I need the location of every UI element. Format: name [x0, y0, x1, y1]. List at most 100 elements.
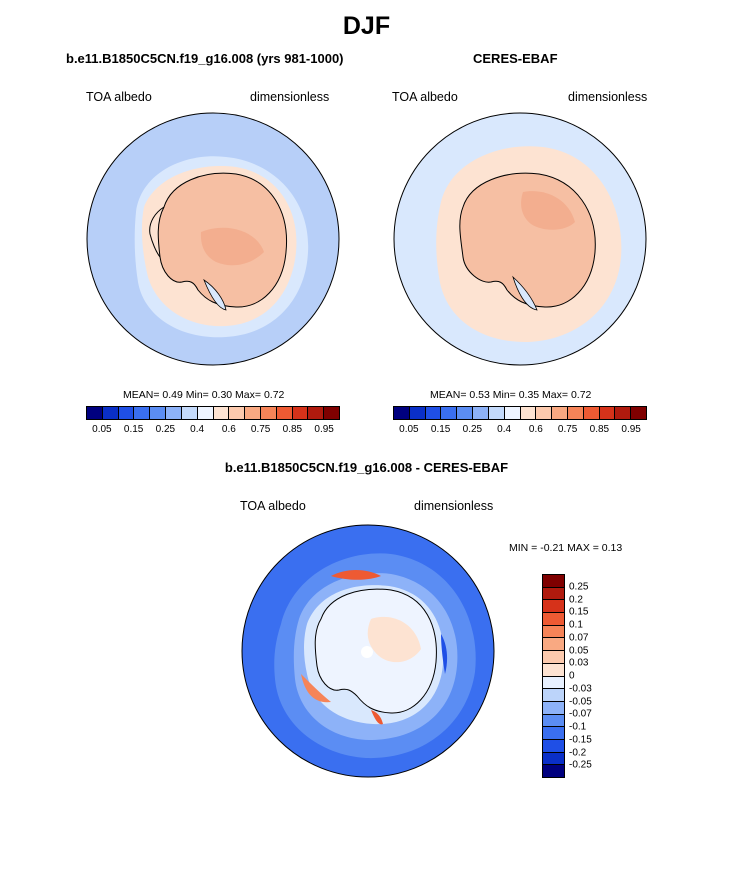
colorbar-swatch	[583, 407, 600, 419]
colorbar-swatch	[102, 407, 119, 419]
colorbar-swatch	[543, 727, 564, 740]
colorbar-swatch	[543, 739, 564, 753]
colorbar-swatch	[213, 407, 230, 419]
colorbar-tick-label: 0.2	[569, 594, 583, 605]
colorbar-tick-label: 0.25	[569, 581, 589, 593]
colorbar-swatch	[166, 407, 182, 419]
colorbar-swatch	[552, 407, 568, 419]
left-variable-label: TOA albedo	[86, 90, 152, 104]
colorbar-tick-label: 0.15	[123, 424, 144, 435]
right-colorbar-ticks: 0.05 0.15 0.25 0.4 0.6 0.75 0.85 0.95	[393, 424, 647, 438]
colorbar-tick-label: 0.85	[589, 424, 610, 435]
right-variable-label: TOA albedo	[392, 90, 458, 104]
diff-panel-title: b.e11.B1850C5CN.f19_g16.008 - CERES-EBAF	[224, 460, 509, 475]
colorbar-swatch	[543, 587, 564, 601]
colorbar-swatch	[543, 651, 564, 664]
colorbar-swatch	[197, 407, 214, 419]
colorbar-swatch	[409, 407, 426, 419]
colorbar-swatch	[520, 407, 537, 419]
right-colorbar	[393, 406, 647, 420]
left-polar-map	[86, 112, 340, 366]
colorbar-tick-label: 0.07	[569, 632, 589, 644]
colorbar-tick-label: 0.6	[221, 424, 236, 435]
colorbar-tick-label: 0.05	[92, 424, 112, 435]
colorbar-swatch	[276, 407, 293, 419]
colorbar-swatch	[543, 638, 564, 652]
colorbar-tick-label: 0.03	[569, 657, 589, 669]
right-panel-title: CERES-EBAF	[473, 51, 558, 66]
colorbar-tick-label: -0.05	[569, 696, 592, 707]
diff-units-label: dimensionless	[414, 499, 494, 513]
colorbar-tick-label: 0.4	[497, 424, 512, 435]
colorbar-swatch	[615, 407, 632, 419]
left-colorbar-ticks: 0.05 0.15 0.25 0.4 0.6 0.75 0.85 0.95	[86, 424, 340, 438]
colorbar-swatch	[536, 407, 553, 419]
colorbar-tick-label: -0.25	[569, 759, 592, 771]
diff-colorbar	[542, 574, 565, 778]
colorbar-swatch	[260, 407, 277, 419]
colorbar-tick-label: 0.1	[569, 619, 583, 631]
colorbar-swatch	[441, 407, 458, 419]
colorbar-swatch	[292, 407, 309, 419]
colorbar-tick-label: 0.75	[250, 424, 271, 435]
diff-colorbar-ticks: 0.25 0.2 0.15 0.1 0.07 0.05 0.03 0 -0.03 -0.05 -0.…	[569, 574, 609, 778]
colorbar-tick-label: 0.75	[557, 424, 578, 435]
colorbar-tick-label: -0.07	[569, 708, 592, 720]
colorbar-swatch	[543, 600, 564, 614]
colorbar-swatch	[504, 407, 521, 419]
colorbar-tick-label: 0.25	[155, 424, 176, 435]
colorbar-swatch	[488, 407, 505, 419]
left-stats: MEAN= 0.49 Min= 0.30 Max= 0.72	[123, 389, 285, 401]
colorbar-swatch	[87, 407, 103, 419]
colorbar-tick-label: -0.1	[569, 721, 587, 733]
colorbar-swatch	[543, 752, 564, 766]
left-colorbar	[86, 406, 340, 420]
colorbar-tick-label: -0.15	[569, 734, 592, 746]
colorbar-swatch	[543, 714, 564, 728]
colorbar-swatch	[324, 407, 339, 419]
left-units-label: dimensionless	[250, 90, 330, 104]
colorbar-swatch	[134, 407, 151, 419]
colorbar-swatch	[181, 407, 198, 419]
colorbar-swatch	[118, 407, 135, 419]
colorbar-swatch	[567, 407, 584, 419]
colorbar-swatch	[473, 407, 489, 419]
colorbar-swatch	[425, 407, 442, 419]
colorbar-swatch	[245, 407, 261, 419]
colorbar-swatch	[457, 407, 474, 419]
right-polar-map	[393, 112, 647, 366]
colorbar-swatch	[150, 407, 167, 419]
colorbar-swatch	[543, 613, 564, 626]
colorbar-tick-label: 0	[569, 670, 575, 682]
colorbar-swatch	[543, 701, 564, 715]
colorbar-swatch	[543, 689, 564, 702]
colorbar-swatch	[599, 407, 616, 419]
colorbar-swatch	[394, 407, 410, 419]
colorbar-tick-label: 0.15	[569, 606, 589, 618]
colorbar-tick-label: 0.05	[569, 645, 589, 656]
colorbar-swatch	[543, 765, 564, 777]
colorbar-swatch	[631, 407, 646, 419]
left-panel-title: b.e11.B1850C5CN.f19_g16.008 (yrs 981-100…	[66, 51, 344, 66]
colorbar-tick-label: -0.2	[569, 747, 587, 758]
colorbar-tick-label: 0.85	[282, 424, 303, 435]
colorbar-swatch	[543, 625, 564, 639]
colorbar-tick-label: 0.05	[399, 424, 419, 435]
right-units-label: dimensionless	[568, 90, 648, 104]
diff-variable-label: TOA albedo	[240, 499, 306, 513]
colorbar-swatch	[543, 676, 564, 690]
colorbar-swatch	[543, 663, 564, 677]
colorbar-tick-label: 0.25	[462, 424, 483, 435]
colorbar-swatch	[543, 575, 564, 588]
right-stats: MEAN= 0.53 Min= 0.35 Max= 0.72	[430, 389, 592, 401]
colorbar-swatch	[229, 407, 246, 419]
colorbar-tick-label: 0.4	[190, 424, 205, 435]
colorbar-tick-label: 0.6	[528, 424, 543, 435]
colorbar-tick-label: 0.95	[621, 424, 641, 435]
diff-stats: MIN = -0.21 MAX = 0.13	[509, 542, 623, 554]
colorbar-tick-label: 0.95	[314, 424, 334, 435]
colorbar-tick-label: -0.03	[569, 683, 592, 695]
colorbar-swatch	[308, 407, 325, 419]
diff-polar-map	[241, 524, 495, 778]
season-title: DJF	[342, 12, 391, 40]
